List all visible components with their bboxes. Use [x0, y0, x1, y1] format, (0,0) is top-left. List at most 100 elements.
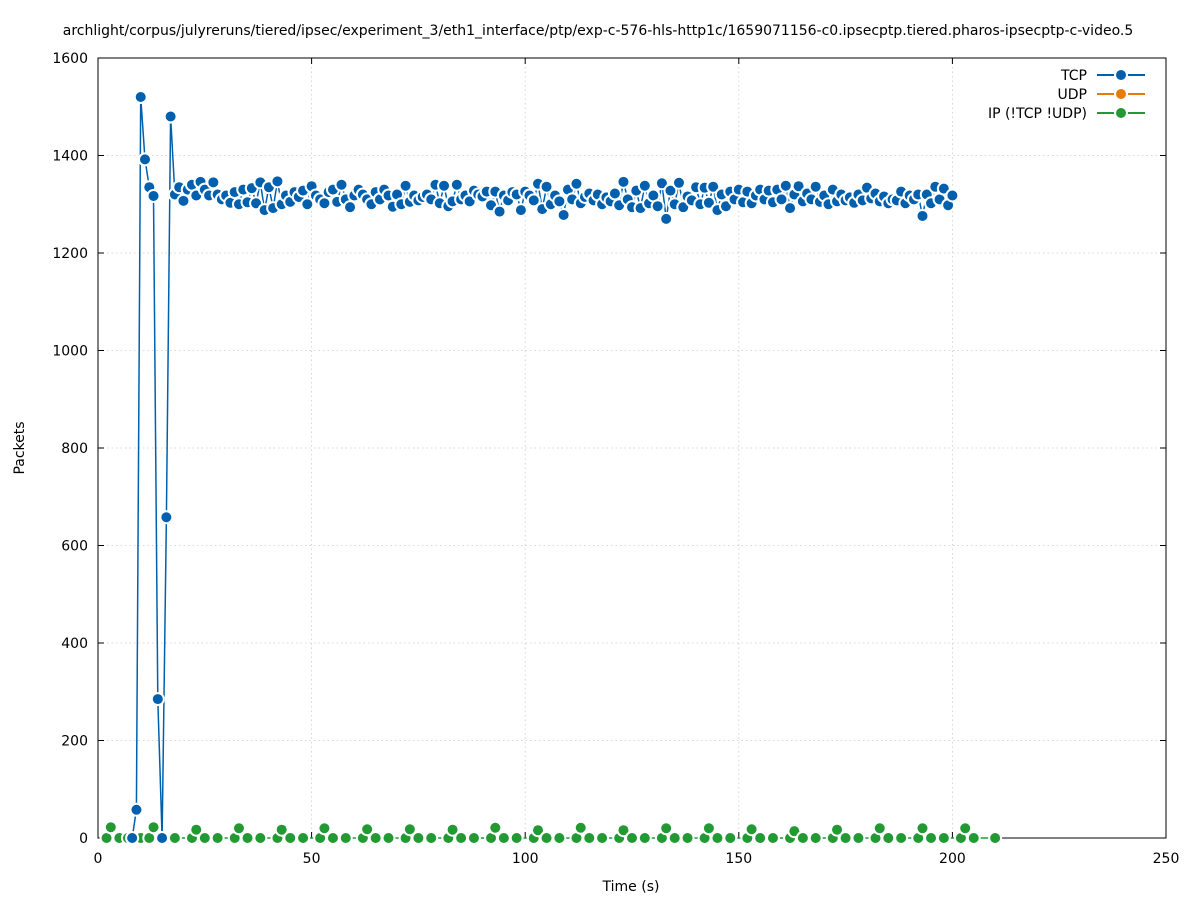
data-point: [144, 833, 155, 843]
data-point: [302, 199, 313, 210]
data-point: [755, 833, 766, 843]
data-point: [105, 822, 116, 833]
data-point: [370, 833, 381, 843]
legend-marker: [1116, 70, 1126, 80]
data-point: [528, 195, 539, 206]
data-point: [678, 202, 689, 213]
x-tick-label: 200: [939, 851, 966, 867]
data-point: [439, 180, 450, 191]
y-tick-label: 1400: [52, 149, 88, 165]
x-tick-label: 100: [512, 851, 539, 867]
x-axis-label: Time (s): [602, 879, 660, 895]
data-point: [955, 833, 966, 843]
data-point: [968, 833, 979, 843]
data-point: [345, 202, 356, 213]
data-point: [810, 181, 821, 192]
x-tick-label: 150: [725, 851, 752, 867]
data-point: [229, 833, 240, 843]
data-point: [943, 200, 954, 211]
data-point: [947, 190, 958, 201]
x-tick-label: 250: [1153, 851, 1180, 867]
data-point: [157, 833, 168, 843]
legend-marker: [1116, 108, 1126, 118]
data-point: [703, 197, 714, 208]
data-point: [746, 824, 757, 835]
legend-label: UDP: [1058, 87, 1087, 103]
data-point: [708, 181, 719, 192]
data-point: [661, 823, 672, 834]
y-tick-label: 0: [79, 831, 88, 847]
data-point: [101, 833, 112, 843]
data-point: [486, 833, 497, 843]
data-point: [558, 209, 569, 220]
data-point: [639, 180, 650, 191]
data-point: [490, 822, 501, 833]
y-tick-label: 1000: [52, 344, 88, 360]
data-point: [960, 823, 971, 834]
data-point: [131, 804, 142, 815]
data-point: [165, 111, 176, 122]
data-point: [169, 833, 180, 843]
data-point: [896, 833, 907, 843]
data-point: [853, 833, 864, 843]
data-point: [212, 833, 223, 843]
data-point: [148, 190, 159, 201]
data-point: [725, 833, 736, 843]
data-point: [152, 694, 163, 705]
data-point: [720, 201, 731, 212]
data-point: [618, 825, 629, 836]
data-point: [926, 833, 937, 843]
data-point: [656, 178, 667, 189]
data-point: [456, 833, 467, 843]
data-point: [571, 178, 582, 189]
data-point: [627, 833, 637, 843]
data-point: [661, 213, 672, 224]
data-point: [139, 154, 150, 165]
data-point: [776, 194, 787, 205]
legend-marker: [1116, 89, 1126, 99]
data-point: [127, 833, 138, 843]
data-point: [874, 823, 885, 834]
data-point: [276, 824, 287, 835]
data-point: [447, 824, 458, 835]
data-point: [486, 200, 497, 211]
data-point: [251, 198, 262, 209]
data-point: [242, 833, 253, 843]
data-point: [618, 176, 629, 187]
data-point: [652, 201, 663, 212]
data-point: [400, 180, 411, 191]
data-point: [785, 203, 796, 214]
data-point: [840, 833, 851, 843]
data-point: [703, 823, 714, 834]
axis-ticks: 0 50 100 150 200 250 0 200 400 600 800 1000 1200 1400…: [52, 51, 1179, 867]
data-point: [336, 179, 347, 190]
legend-label: TCP: [1060, 68, 1087, 84]
series-layer: [99, 90, 1003, 845]
data-point: [426, 833, 437, 843]
data-point: [597, 833, 608, 843]
data-point: [541, 833, 552, 843]
data-point: [413, 833, 424, 843]
y-tick-label: 600: [61, 539, 88, 555]
legend: TCP UDP IP (!TCP !UDP): [988, 68, 1145, 122]
data-point: [148, 822, 159, 833]
x-tick-label: 0: [94, 851, 103, 867]
data-point: [682, 833, 693, 843]
data-point: [832, 824, 843, 835]
data-point: [990, 833, 1001, 843]
data-point: [665, 185, 676, 196]
data-point: [135, 92, 146, 102]
data-point: [797, 833, 808, 843]
data-point: [208, 177, 219, 188]
data-point: [780, 180, 791, 191]
y-tick-label: 800: [61, 441, 88, 457]
y-axis-label: Packets: [12, 421, 28, 474]
data-point: [298, 833, 309, 843]
data-point: [362, 824, 373, 835]
data-point: [464, 196, 475, 207]
series-2: [99, 820, 1003, 845]
data-point: [913, 833, 924, 843]
legend-label: IP (!TCP !UDP): [988, 106, 1087, 122]
data-point: [383, 833, 394, 843]
